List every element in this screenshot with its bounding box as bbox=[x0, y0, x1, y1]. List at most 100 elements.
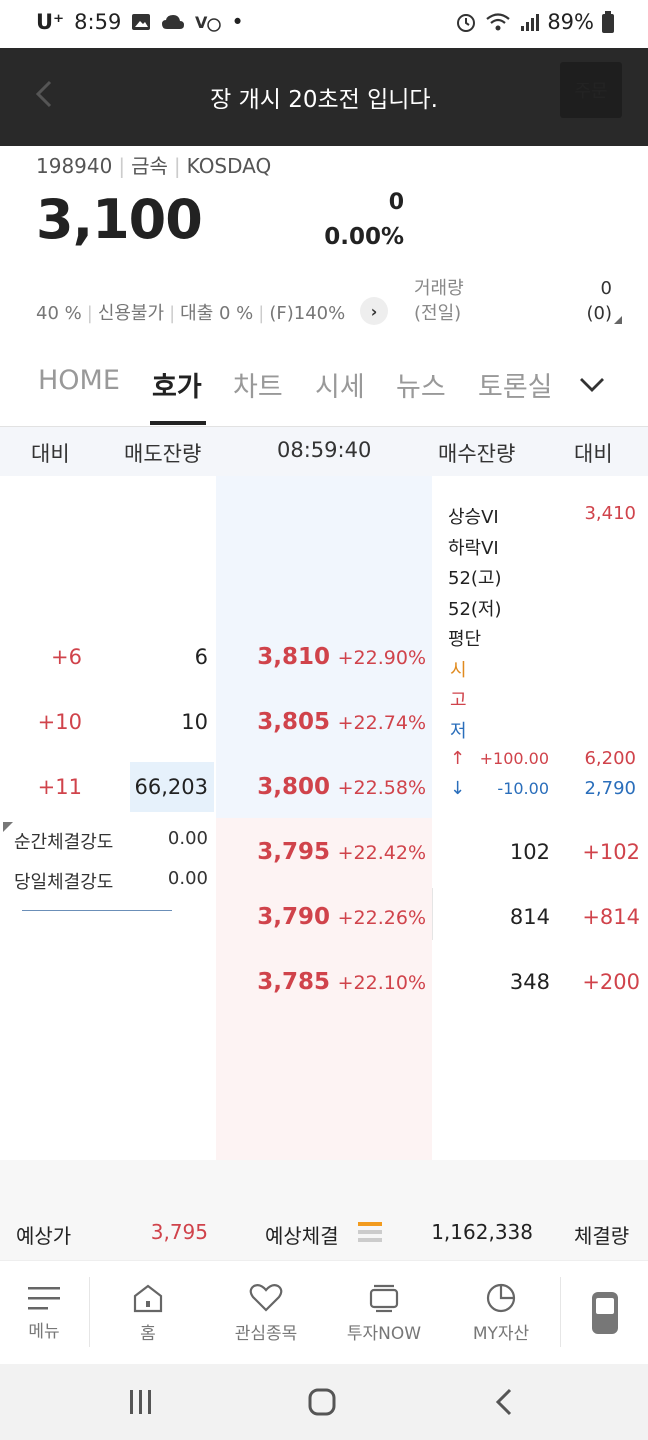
alarm-icon bbox=[457, 14, 476, 32]
price-change-pct: 0.00% bbox=[324, 224, 404, 250]
nav-menu-label: 메뉴 bbox=[28, 1321, 60, 1342]
home-button-icon[interactable] bbox=[308, 1388, 336, 1416]
ask-rate: +22.74% bbox=[337, 712, 426, 734]
down-arrow-icon: ↓ bbox=[450, 778, 466, 799]
more-info-button[interactable]: › bbox=[360, 297, 388, 325]
tab-orderbook[interactable]: 호가 bbox=[152, 372, 202, 403]
cloud-icon bbox=[162, 15, 185, 29]
daily-strength-label: 당일체결강도 bbox=[14, 872, 114, 893]
nav-watchlist[interactable]: 관심종목 bbox=[206, 1261, 326, 1365]
orderbook-header: 대비 매도잔량 08:59:40 매수잔량 대비 bbox=[0, 427, 648, 476]
volume-label-text: 거래량 bbox=[414, 278, 464, 299]
nav-separator bbox=[89, 1277, 90, 1347]
recent-apps-icon[interactable] bbox=[128, 1388, 154, 1416]
corner-triangle-icon bbox=[614, 316, 622, 324]
low52-label: 52(저) bbox=[448, 599, 502, 620]
futures-rate: (F)140% bbox=[269, 303, 346, 324]
ask-price: 3,810 bbox=[257, 644, 330, 670]
stock-code: 198940 bbox=[36, 154, 113, 178]
upper-limit-value: 6,200 bbox=[584, 748, 636, 769]
bid-price: 3,795 bbox=[257, 839, 330, 865]
tab-chart[interactable]: 차트 bbox=[233, 372, 283, 403]
tab-bar: HOME 호가 차트 시세 뉴스 토론실 bbox=[0, 355, 648, 427]
lower-limit-value: 2,790 bbox=[584, 778, 636, 799]
tv-icon bbox=[369, 1284, 399, 1312]
volume-label: 거래량 (전일) bbox=[414, 276, 464, 326]
ask-rate: +22.90% bbox=[337, 647, 426, 669]
bid-diff: +200 bbox=[582, 970, 640, 994]
nav-invest-now[interactable]: 투자NOW bbox=[324, 1261, 444, 1365]
ask-price: 3,800 bbox=[257, 774, 330, 800]
expected-volume-value: 1,162,338 bbox=[431, 1220, 533, 1244]
instant-strength-label: 순간체결강도 bbox=[14, 832, 114, 853]
volume-prev-value: (0) bbox=[586, 303, 613, 324]
volume-values: 0 (0) bbox=[587, 276, 613, 326]
strength-divider bbox=[22, 910, 172, 911]
volume-prev-label: (전일) bbox=[414, 303, 462, 324]
high52-label: 52(고) bbox=[448, 568, 502, 589]
summary-spacer bbox=[0, 1160, 648, 1208]
header-left-diff: 대비 bbox=[31, 442, 70, 466]
back-button-icon[interactable] bbox=[494, 1388, 514, 1416]
chevron-right-icon: › bbox=[370, 301, 378, 321]
ask-diff: +6 bbox=[51, 645, 82, 669]
header-ask-qty: 매도잔량 bbox=[124, 442, 202, 466]
menu-lines-icon bbox=[358, 1222, 382, 1242]
nav-my-assets[interactable]: MY자산 bbox=[442, 1261, 560, 1365]
volume-value: 0 bbox=[600, 278, 612, 299]
stock-meta: 198940 | 금속 | KOSDAQ bbox=[36, 154, 272, 178]
nav-phone[interactable] bbox=[562, 1261, 648, 1365]
toast-message: 장 개시 20초전 입니다. bbox=[0, 48, 648, 146]
upper-vi-value: 3,410 bbox=[584, 503, 636, 524]
wifi-icon bbox=[486, 13, 511, 31]
tab-discussion[interactable]: 토론실 bbox=[478, 372, 553, 403]
heart-icon bbox=[249, 1283, 283, 1312]
ask-diff: +10 bbox=[37, 710, 82, 734]
battery-percent: 89% bbox=[547, 10, 594, 34]
bid-qty: 102 bbox=[509, 840, 550, 864]
bid-diff: +102 bbox=[582, 840, 640, 864]
tab-home[interactable]: HOME bbox=[38, 365, 120, 396]
phone-icon bbox=[592, 1292, 618, 1334]
expected-exec-label[interactable]: 예상체결 bbox=[265, 1224, 339, 1248]
expected-price-value: 3,795 bbox=[150, 1220, 208, 1244]
bid-qty: 814 bbox=[509, 905, 550, 929]
svg-text:V: V bbox=[195, 13, 208, 32]
toast-text: 장 개시 20초전 입니다. bbox=[210, 87, 438, 113]
ask-price: 3,805 bbox=[257, 709, 330, 735]
expected-price-label: 예상가 bbox=[16, 1224, 72, 1248]
avg-label: 평단 bbox=[448, 629, 482, 650]
chevron-down-icon[interactable] bbox=[578, 375, 606, 395]
stock-info-row: 40 % | 신용불가 | 대출 0 % | (F)140% bbox=[36, 303, 346, 324]
back-arrow-icon[interactable] bbox=[32, 78, 56, 110]
current-price: 3,100 bbox=[36, 188, 203, 251]
nav-invest-now-label: 투자NOW bbox=[346, 1323, 422, 1344]
high-label: 고 bbox=[450, 690, 467, 711]
lower-vi-label: 하락VI bbox=[448, 538, 499, 559]
lower-limit-diff: -10.00 bbox=[497, 779, 549, 798]
low-label: 저 bbox=[450, 721, 467, 742]
ask-price-column bbox=[216, 476, 432, 818]
tab-quotes[interactable]: 시세 bbox=[315, 372, 365, 403]
upper-vi-label: 상승VI bbox=[448, 507, 499, 528]
dot-icon: • bbox=[231, 10, 244, 34]
stock-sector: 금속 bbox=[131, 154, 168, 178]
credit-status: 신용불가 bbox=[97, 303, 165, 324]
pie-chart-icon bbox=[486, 1283, 516, 1312]
carrier-label: U⁺ bbox=[36, 10, 65, 34]
tab-news[interactable]: 뉴스 bbox=[396, 372, 446, 403]
nav-menu[interactable]: 메뉴 bbox=[0, 1261, 88, 1365]
column-divider bbox=[432, 888, 433, 940]
up-arrow-icon: ↑ bbox=[450, 748, 466, 769]
nav-home[interactable]: 홈 bbox=[92, 1261, 204, 1365]
ask-rate: +22.58% bbox=[337, 777, 426, 799]
active-tab-indicator bbox=[150, 421, 206, 425]
ask-qty: 10 bbox=[181, 710, 208, 734]
nav-separator bbox=[560, 1277, 561, 1347]
header-bid-qty: 매수잔량 bbox=[438, 442, 516, 466]
status-bar: U⁺ 8:59 V • 89% bbox=[0, 0, 648, 48]
nav-watchlist-label: 관심종목 bbox=[234, 1323, 298, 1344]
header-right-diff: 대비 bbox=[574, 442, 613, 466]
hamburger-icon bbox=[28, 1286, 60, 1309]
daily-strength-value: 0.00 bbox=[167, 868, 208, 889]
